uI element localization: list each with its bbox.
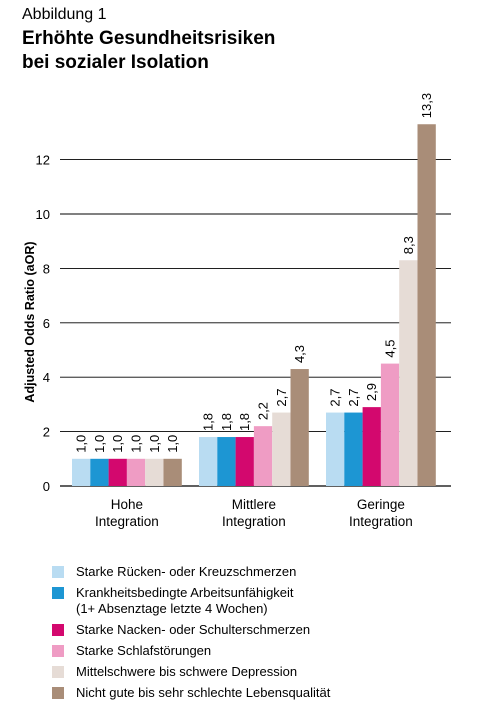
bar	[163, 458, 182, 486]
legend-label: (1+ Absenztage letzte 4 Wochen)	[76, 601, 268, 616]
bar	[90, 458, 109, 486]
bar	[380, 363, 400, 486]
legend-swatch	[52, 566, 64, 578]
bar-value-label: 1,0	[147, 435, 162, 453]
legend-label: Starke Nacken- oder Schulterschmerzen	[76, 622, 311, 637]
x-category-label: Integration	[95, 514, 159, 529]
bar	[145, 458, 164, 486]
bar	[399, 260, 418, 486]
data-labels-layer: 1,0 1,8 2,7 1,0 1,8 2,7 1,0 1,8 2,9 1,0 2,2 4,5 1,0 2…	[74, 93, 434, 453]
y-tick-label: 10	[36, 207, 50, 222]
bar-value-label: 1,0	[165, 435, 180, 453]
bar-value-label: 4,3	[292, 345, 307, 363]
figure-label: Abbildung 1	[22, 6, 107, 23]
bar	[272, 412, 291, 486]
legend-item: Starke Nacken- oder Schulterschmerzen	[48, 622, 330, 638]
bar-value-label: 1,8	[201, 413, 216, 431]
x-category-label: Integration	[222, 514, 286, 529]
legend-label: Starke Schlafstörungen	[76, 643, 212, 658]
y-axis-label: Adjusted Odds Ratio (aOR)	[23, 241, 37, 402]
x-category-label: Hohe	[111, 497, 143, 512]
bar	[235, 437, 254, 486]
y-tick-label: 0	[43, 479, 50, 494]
legend-swatch	[52, 687, 64, 699]
chart-title-line-2: bei sozialer Isolation	[22, 52, 209, 73]
chart-title: Erhöhte Gesundheitsrisiken bei sozialer …	[22, 27, 275, 75]
legend-item: Starke Schlafstörungen	[48, 643, 330, 659]
bar	[108, 458, 127, 486]
chart-title-line-1: Erhöhte Gesundheitsrisiken	[22, 28, 276, 49]
bar	[344, 412, 363, 486]
legend-swatch	[52, 587, 64, 599]
legend-swatch	[52, 645, 64, 657]
y-tick-label: 12	[36, 153, 50, 168]
bar-value-label: 1,0	[110, 435, 125, 453]
y-tick-label: 6	[43, 316, 50, 331]
legend-label: Nicht gute bis sehr schlechte Lebensqual…	[76, 685, 331, 700]
y-axis-ticks: 0 2 4 6 8 10 12	[36, 153, 50, 494]
x-axis-categories: Hohe Integration Mittlere Integration Gering…	[95, 497, 413, 529]
legend-label: Starke Rücken- oder Kreuzschmerzen	[76, 564, 297, 579]
x-category-label: Mittlere	[232, 497, 276, 512]
bar-value-label: 1,0	[92, 435, 107, 453]
x-category-label: Integration	[349, 514, 413, 529]
bar	[417, 124, 436, 487]
bar	[253, 426, 273, 486]
legend-item: Krankheitsbedingte Arbeitsunfähigkeit (1+…	[48, 585, 330, 617]
bar	[72, 458, 91, 486]
bar-value-label: 2,2	[256, 402, 271, 420]
legend-label: Mittelschwere bis schwere Depression	[76, 664, 298, 679]
y-tick-label: 2	[43, 425, 50, 440]
bar-value-label: 13,3	[419, 93, 434, 118]
bar	[217, 437, 236, 486]
legend-label: Krankheitsbedingte Arbeitsunfähigkeit	[76, 585, 294, 600]
bars-layer	[72, 124, 436, 487]
legend-item: Nicht gute bis sehr schlechte Lebensqual…	[48, 685, 330, 701]
bar-value-label: 4,5	[383, 340, 398, 358]
bar-value-label: 1,8	[237, 413, 252, 431]
legend-item: Starke Rücken- oder Kreuzschmerzen	[48, 564, 330, 580]
bar-value-label: 2,7	[346, 388, 361, 406]
bar-value-label: 1,0	[74, 435, 89, 453]
legend-swatch	[52, 666, 64, 678]
bar-value-label: 2,7	[274, 388, 289, 406]
bar-value-label: 1,0	[129, 435, 144, 453]
x-category-label: Geringe	[357, 497, 405, 512]
bar-value-label: 2,7	[328, 388, 343, 406]
y-tick-label: 4	[43, 370, 50, 385]
bar	[126, 458, 146, 486]
bar-value-label: 1,8	[219, 413, 234, 431]
bar	[199, 437, 218, 486]
y-tick-label: 8	[43, 261, 50, 276]
legend-swatch	[52, 624, 64, 636]
legend-item: Mittelschwere bis schwere Depression	[48, 664, 330, 680]
bar	[326, 412, 345, 486]
bar	[362, 407, 381, 486]
bar-value-label: 2,9	[364, 383, 379, 401]
legend: Starke Rücken- oder Kreuzschmerzen Krankh…	[48, 564, 330, 706]
bar-value-label: 8,3	[401, 236, 416, 254]
bar	[290, 369, 309, 486]
